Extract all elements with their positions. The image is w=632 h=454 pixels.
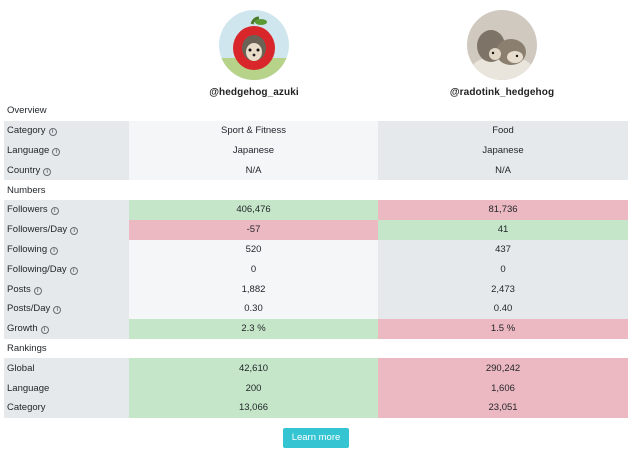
info-icon[interactable]: i xyxy=(70,227,79,236)
section-title: Numbers xyxy=(4,180,629,200)
row-posts-day: Posts/Day i 0.30 0.40 xyxy=(4,298,629,319)
info-icon[interactable]: i xyxy=(52,147,61,156)
profile-handle[interactable]: @radotink_hedgehog xyxy=(449,87,555,98)
value-a: Japanese xyxy=(129,140,378,161)
row-label: Language xyxy=(4,378,129,398)
row-label: Category i xyxy=(4,120,129,141)
row-label: Followers/Day i xyxy=(4,219,129,240)
info-icon[interactable]: i xyxy=(50,207,59,216)
value-b: N/A xyxy=(378,160,629,181)
avatar[interactable] xyxy=(467,10,537,80)
row-category: Category i Sport & Fitness Food xyxy=(4,120,629,141)
row-language: Language i Japanese Japanese xyxy=(4,140,629,161)
info-icon[interactable]: i xyxy=(50,246,59,255)
row-label: Global xyxy=(4,358,129,379)
value-b: 290,242 xyxy=(378,358,629,379)
row-label: Growth i xyxy=(4,318,129,339)
value-a: 520 xyxy=(129,239,378,260)
value-a: 42,610 xyxy=(129,358,378,379)
row-rank-language: Language 200 1,606 xyxy=(4,378,629,398)
section-overview: Overview xyxy=(4,101,629,121)
section-title: Overview xyxy=(4,101,629,121)
value-a: N/A xyxy=(129,160,378,181)
info-icon[interactable]: i xyxy=(53,306,62,315)
row-label: Category xyxy=(4,397,129,418)
row-following: Following i 520 437 xyxy=(4,239,629,260)
profile-handle[interactable]: @hedgehog_azuki xyxy=(209,87,299,98)
row-posts: Posts i 1,882 2,473 xyxy=(4,279,629,299)
info-icon[interactable]: i xyxy=(40,326,49,335)
row-followers: Followers i 406,476 81,736 xyxy=(4,199,629,220)
row-rank-category: Category 13,066 23,051 xyxy=(4,397,629,418)
info-icon[interactable]: i xyxy=(69,266,78,275)
row-country: Country i N/A N/A xyxy=(4,160,629,181)
value-b: 23,051 xyxy=(378,397,629,418)
row-followers-day: Followers/Day i -57 41 xyxy=(4,219,629,240)
value-a: 0 xyxy=(129,259,378,280)
learn-more-button[interactable]: Learn more xyxy=(282,428,350,448)
row-label: Country i xyxy=(4,160,129,181)
value-a: Sport & Fitness xyxy=(129,120,378,141)
value-a: 200 xyxy=(129,378,378,398)
row-label: Following/Day i xyxy=(4,259,129,280)
learn-more-container: Learn more xyxy=(0,428,632,448)
value-b: 0.40 xyxy=(378,298,629,319)
avatar[interactable] xyxy=(219,10,289,80)
profile-hedgehog-azuki: @hedgehog_azuki xyxy=(154,10,354,100)
value-a: 406,476 xyxy=(129,199,378,220)
value-b: 0 xyxy=(378,259,629,280)
value-a: 13,066 xyxy=(129,397,378,418)
value-b: 41 xyxy=(378,219,629,240)
value-b: Food xyxy=(378,120,629,141)
value-a: 2.3 % xyxy=(129,318,378,339)
avatar-image-icon xyxy=(219,10,289,80)
row-label: Language i xyxy=(4,140,129,161)
profile-radotink-hedgehog: @radotink_hedgehog xyxy=(402,10,602,100)
row-label: Posts/Day i xyxy=(4,298,129,319)
info-icon[interactable]: i xyxy=(48,128,57,137)
section-title: Rankings xyxy=(4,338,629,359)
section-numbers: Numbers xyxy=(4,180,629,200)
row-label: Posts i xyxy=(4,279,129,299)
value-a: 0.30 xyxy=(129,298,378,319)
row-growth: Growth i 2.3 % 1.5 % xyxy=(4,318,629,339)
profile-header: @hedgehog_azuki @radotink_hedgehog xyxy=(0,0,632,104)
row-rank-global: Global 42,610 290,242 xyxy=(4,358,629,379)
row-label: Following i xyxy=(4,239,129,260)
info-icon[interactable]: i xyxy=(43,167,52,176)
value-b: 1,606 xyxy=(378,378,629,398)
avatar-image-icon xyxy=(467,10,537,80)
value-a: 1,882 xyxy=(129,279,378,299)
value-a: -57 xyxy=(129,219,378,240)
info-icon[interactable]: i xyxy=(33,286,42,295)
value-b: 81,736 xyxy=(378,199,629,220)
value-b: 1.5 % xyxy=(378,318,629,339)
value-b: 437 xyxy=(378,239,629,260)
value-b: Japanese xyxy=(378,140,629,161)
row-following-day: Following/Day i 0 0 xyxy=(4,259,629,280)
section-rankings: Rankings xyxy=(4,338,629,359)
value-b: 2,473 xyxy=(378,279,629,299)
row-label: Followers i xyxy=(4,199,129,220)
comparison-table: Overview Category i Sport & Fitness Food … xyxy=(4,101,629,418)
